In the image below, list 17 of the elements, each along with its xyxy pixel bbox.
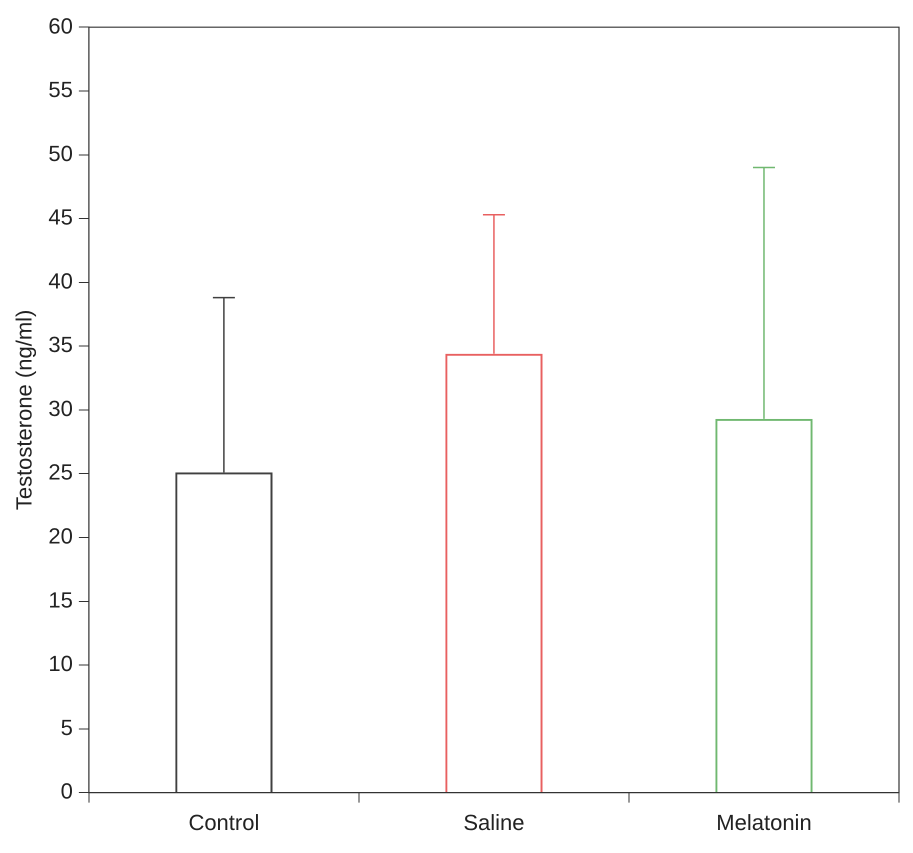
y-tick-label: 10 xyxy=(48,651,73,676)
y-tick-label: 55 xyxy=(48,77,73,102)
y-tick-label: 20 xyxy=(48,524,73,549)
y-tick-label: 40 xyxy=(48,268,73,294)
y-tick-label: 45 xyxy=(48,204,73,230)
x-tick-label: Melatonin xyxy=(716,810,812,835)
x-tick-label: Control xyxy=(188,810,260,835)
y-axis-title: Testosterone (ng/ml) xyxy=(11,310,36,510)
y-tick-label: 25 xyxy=(48,460,73,485)
y-tick-label: 0 xyxy=(60,778,73,804)
x-tick-label: Saline xyxy=(463,810,525,835)
y-tick-label: 35 xyxy=(48,332,73,358)
y-tick-label: 30 xyxy=(48,396,73,421)
y-tick-label: 5 xyxy=(60,714,73,740)
y-tick-label: 15 xyxy=(48,587,73,612)
y-tick-label: 60 xyxy=(48,13,73,38)
y-tick-label: 50 xyxy=(48,140,73,166)
